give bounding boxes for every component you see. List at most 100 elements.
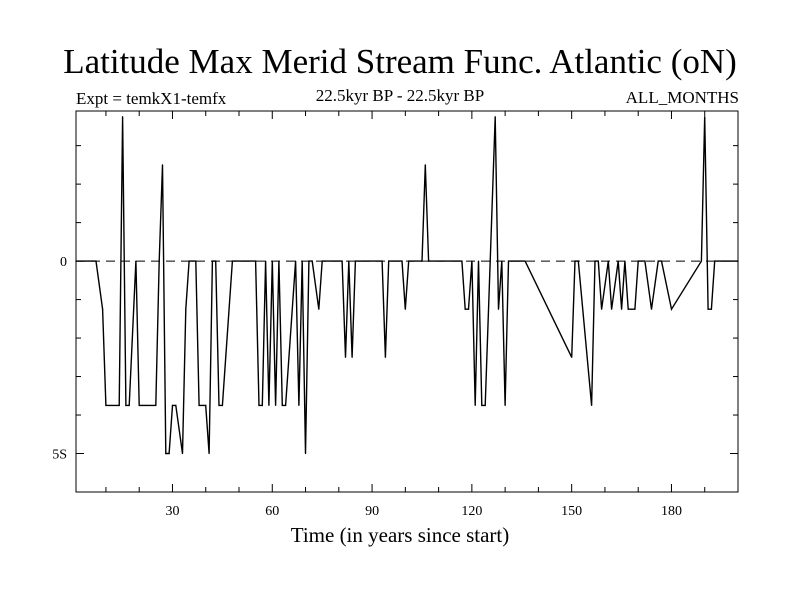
data-point (181, 452, 184, 455)
data-point (620, 308, 623, 310)
y-tick-label: 0 (60, 255, 67, 270)
x-axis-label: Time (in years since start) (290, 523, 510, 547)
data-point (102, 308, 104, 310)
data-point (464, 308, 466, 310)
data-point (158, 260, 160, 262)
data-point (265, 260, 267, 262)
data-point (198, 404, 200, 407)
data-point (717, 260, 719, 262)
data-point (484, 404, 486, 407)
data-point (125, 404, 127, 407)
data-point (511, 260, 513, 262)
data-point (591, 404, 593, 407)
data-point (507, 260, 510, 262)
data-point (408, 260, 410, 262)
data-point (497, 308, 500, 310)
data-point (211, 260, 213, 262)
data-point (218, 404, 220, 407)
data-point (571, 356, 573, 358)
experiment-label: Expt = temkX1-temfx (76, 89, 227, 108)
data-point (710, 308, 712, 310)
data-point (358, 260, 360, 262)
data-point (168, 452, 170, 455)
data-point (384, 356, 386, 358)
data-point (161, 164, 164, 166)
data-point (118, 404, 120, 407)
data-point (135, 260, 137, 262)
data-point (461, 260, 463, 262)
data-point (670, 308, 673, 310)
data-point (308, 260, 310, 262)
data-point (141, 404, 144, 407)
data-point (95, 260, 97, 262)
x-tick-label: 180 (661, 504, 682, 519)
data-point (627, 308, 629, 310)
data-point (501, 260, 503, 262)
data-point (304, 452, 307, 455)
data-point (171, 404, 174, 407)
data-point (521, 260, 523, 262)
data-point (121, 116, 124, 118)
data-point (324, 260, 327, 262)
data-point (354, 260, 357, 262)
data-point (704, 116, 706, 118)
data-point (138, 404, 140, 407)
data-point (577, 260, 579, 262)
data-point (294, 260, 297, 262)
data-point (255, 260, 257, 262)
x-tick-label: 60 (265, 504, 279, 519)
data-point (318, 308, 320, 310)
data-point (700, 260, 703, 262)
data-point (514, 260, 516, 262)
data-point (640, 260, 643, 262)
data-point (165, 452, 167, 455)
data-point (75, 260, 77, 262)
x-tick-label: 30 (165, 504, 179, 519)
data-point (657, 260, 659, 262)
data-point (724, 260, 726, 262)
y-tick-label: 5S (52, 448, 67, 463)
data-point (517, 260, 520, 262)
data-point (281, 404, 283, 407)
data-point (467, 308, 470, 310)
data-point (215, 260, 217, 262)
data-point (644, 260, 646, 262)
data-point (185, 308, 187, 310)
data-point (737, 260, 739, 262)
period-label: 22.5kyr BP - 22.5kyr BP (315, 86, 485, 105)
data-point (268, 404, 270, 407)
data-point (341, 260, 343, 262)
data-point (428, 260, 430, 262)
x-tick-label: 150 (561, 504, 582, 519)
plot-frame (75, 110, 739, 493)
data-point (208, 452, 210, 455)
data-point (637, 260, 639, 262)
chart-title: Latitude Max Merid Stream Func. Atlantic… (63, 42, 737, 81)
data-point (607, 260, 609, 262)
data-point (321, 260, 323, 262)
data-point (707, 308, 709, 310)
data-point (727, 260, 729, 262)
series-line (76, 116, 738, 455)
data-point (261, 404, 263, 407)
data-point (594, 260, 596, 262)
data-point (155, 404, 157, 407)
data-point (311, 260, 313, 262)
data-point (524, 260, 526, 262)
data-point (714, 260, 716, 262)
data-point (504, 404, 506, 407)
data-point (351, 356, 353, 358)
data-point (624, 260, 626, 262)
data-point (195, 260, 197, 262)
data-point (601, 308, 603, 310)
data-point (201, 404, 204, 407)
data-point (481, 404, 483, 407)
data-point (278, 260, 280, 262)
data-point (344, 356, 347, 358)
data-point (477, 260, 480, 262)
data-point (348, 260, 350, 262)
data-point (235, 260, 237, 262)
data-point (231, 260, 233, 262)
data-point (411, 260, 413, 262)
